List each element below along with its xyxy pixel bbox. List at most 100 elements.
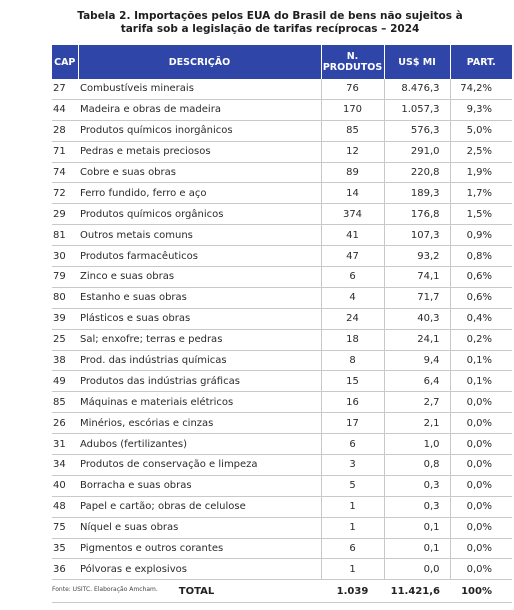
table-row: 80 Estanho e suas obras 4 71,7 0,6% — [52, 287, 512, 309]
cell-descricao: Borracha e suas obras — [78, 475, 322, 497]
cell-us-mi: 220,8 — [384, 162, 451, 184]
cell-part: 0,1% — [450, 350, 512, 372]
cell-descricao: Produtos químicos inorgânicos — [78, 120, 322, 142]
table-row: 31 Adubos (fertilizantes) 6 1,0 0,0% — [52, 433, 512, 456]
cell-part: 1,5% — [450, 203, 512, 226]
cell-descricao: Sal; enxofre; terras e pedras — [78, 329, 322, 351]
header-descricao: DESCRIÇÃO — [78, 45, 322, 79]
cell-descricao: Pedras e metais preciosos — [78, 141, 322, 163]
cell-part: 5,0% — [450, 120, 512, 142]
cell-cap: 71 — [52, 141, 78, 163]
cell-produtos: 47 — [321, 245, 385, 268]
table-row: 49 Produtos das indústrias gráficas 15 6,4 0… — [52, 370, 512, 393]
header-produtos: N. PRODUTOS — [321, 45, 385, 79]
cell-descricao: Madeira e obras de madeira — [78, 99, 322, 121]
cell-cap: 48 — [52, 496, 78, 518]
cell-cap: 38 — [52, 350, 78, 372]
cell-us-mi: 1,0 — [384, 433, 451, 456]
cell-cap: 36 — [52, 558, 78, 581]
cell-produtos: 5 — [321, 475, 385, 497]
cell-produtos: 4 — [321, 287, 385, 309]
cell-produtos: 170 — [321, 99, 385, 121]
cell-produtos: 85 — [321, 120, 385, 142]
cell-us-mi: 576,3 — [384, 120, 451, 142]
header-part: PART. — [450, 45, 512, 79]
header-produtos-line-2: PRODUTOS — [322, 62, 383, 73]
cell-us-mi: 2,1 — [384, 412, 451, 435]
table-footer: TOTAL 1.039 11.421,6 100% — [52, 579, 512, 604]
cell-descricao: Pólvoras e explosivos — [78, 558, 322, 581]
table-row: 27 Combustíveis minerais 76 8.476,3 74,2% — [52, 79, 512, 100]
cell-part: 0,0% — [450, 391, 512, 414]
cell-descricao: Níquel e suas obras — [78, 517, 322, 539]
table-row: 36 Pólvoras e explosivos 1 0,0 0,0% — [52, 558, 512, 581]
cell-produtos: 24 — [321, 308, 385, 330]
cell-descricao: Ferro fundido, ferro e aço — [78, 182, 322, 205]
table-row: 48 Papel e cartão; obras de celulose 1 0,3 0… — [52, 496, 512, 518]
table-row: 72 Ferro fundido, ferro e aço 14 189,3 1,7% — [52, 182, 512, 205]
cell-produtos: 8 — [321, 350, 385, 372]
cell-part: 1,7% — [450, 182, 512, 205]
cell-us-mi: 0,1 — [384, 538, 451, 560]
cell-produtos: 12 — [321, 141, 385, 163]
cell-part: 0,6% — [450, 287, 512, 309]
cell-descricao: Prod. das indústrias químicas — [78, 350, 322, 372]
cell-cap: 39 — [52, 308, 78, 330]
cell-descricao: Produtos químicos orgânicos — [78, 203, 322, 226]
total-row: TOTAL 1.039 11.421,6 100% — [52, 579, 512, 604]
header-produtos-line-1: N. — [346, 51, 359, 62]
cell-part: 0,0% — [450, 558, 512, 581]
cell-us-mi: 2,7 — [384, 391, 451, 414]
cell-descricao: Plásticos e suas obras — [78, 308, 322, 330]
cell-descricao: Produtos de conservação e limpeza — [78, 454, 322, 476]
table-row: 30 Produtos farmacêuticos 47 93,2 0,8% — [52, 245, 512, 268]
cell-part: 0,8% — [450, 245, 512, 268]
table-row: 38 Prod. das indústrias químicas 8 9,4 0,1% — [52, 350, 512, 372]
cell-produtos: 18 — [321, 329, 385, 351]
cell-part: 0,2% — [450, 329, 512, 351]
total-produtos: 1.039 — [321, 579, 384, 604]
table-row: 25 Sal; enxofre; terras e pedras 18 24,1 0,2… — [52, 329, 512, 351]
cell-descricao: Produtos das indústrias gráficas — [78, 370, 322, 393]
cell-cap: 49 — [52, 370, 78, 393]
cell-us-mi: 0,0 — [384, 558, 451, 581]
source-note: Fonte: USITC. Elaboração Amcham. — [52, 586, 158, 593]
cell-produtos: 1 — [321, 496, 385, 518]
cell-descricao: Minérios, escórias e cinzas — [78, 412, 322, 435]
table-row: 28 Produtos químicos inorgânicos 85 576,3 5,… — [52, 120, 512, 142]
table-title-line-1: Tabela 2. Importações pelos EUA do Brasi… — [77, 10, 463, 22]
cell-us-mi: 1.057,3 — [384, 99, 451, 121]
table-row: 85 Máquinas e materiais elétricos 16 2,7 0,0… — [52, 391, 512, 414]
table-row: 74 Cobre e suas obras 89 220,8 1,9% — [52, 162, 512, 184]
table-row: 39 Plásticos e suas obras 24 40,3 0,4% — [52, 308, 512, 330]
cell-part: 0,0% — [450, 454, 512, 476]
cell-us-mi: 189,3 — [384, 182, 451, 205]
cell-descricao: Outros metais comuns — [78, 224, 322, 247]
cell-cap: 34 — [52, 454, 78, 476]
cell-part: 74,2% — [450, 79, 512, 100]
header-cap: CAP — [52, 45, 79, 79]
cell-produtos: 6 — [321, 266, 385, 288]
cell-produtos: 1 — [321, 558, 385, 581]
cell-cap: 29 — [52, 203, 78, 226]
cell-cap: 79 — [52, 266, 78, 288]
cell-produtos: 41 — [321, 224, 385, 247]
cell-cap: 74 — [52, 162, 78, 184]
cell-descricao: Zinco e suas obras — [78, 266, 322, 288]
table-row: 44 Madeira e obras de madeira 170 1.057,3 9,… — [52, 99, 512, 121]
cell-part: 0,0% — [450, 496, 512, 518]
table-title-line-2: tarifa sob a legislação de tarifas recíp… — [120, 23, 420, 35]
cell-part: 0,0% — [450, 412, 512, 435]
cell-part: 1,9% — [450, 162, 512, 184]
cell-us-mi: 176,8 — [384, 203, 451, 226]
cell-cap: 30 — [52, 245, 78, 268]
cell-descricao: Estanho e suas obras — [78, 287, 322, 309]
cell-us-mi: 107,3 — [384, 224, 451, 247]
cell-produtos: 14 — [321, 182, 385, 205]
cell-us-mi: 0,3 — [384, 496, 451, 518]
cell-part: 0,6% — [450, 266, 512, 288]
table-row: 81 Outros metais comuns 41 107,3 0,9% — [52, 224, 512, 247]
cell-produtos: 17 — [321, 412, 385, 435]
table-row: 75 Níquel e suas obras 1 0,1 0,0% — [52, 517, 512, 539]
cell-descricao: Papel e cartão; obras de celulose — [78, 496, 322, 518]
